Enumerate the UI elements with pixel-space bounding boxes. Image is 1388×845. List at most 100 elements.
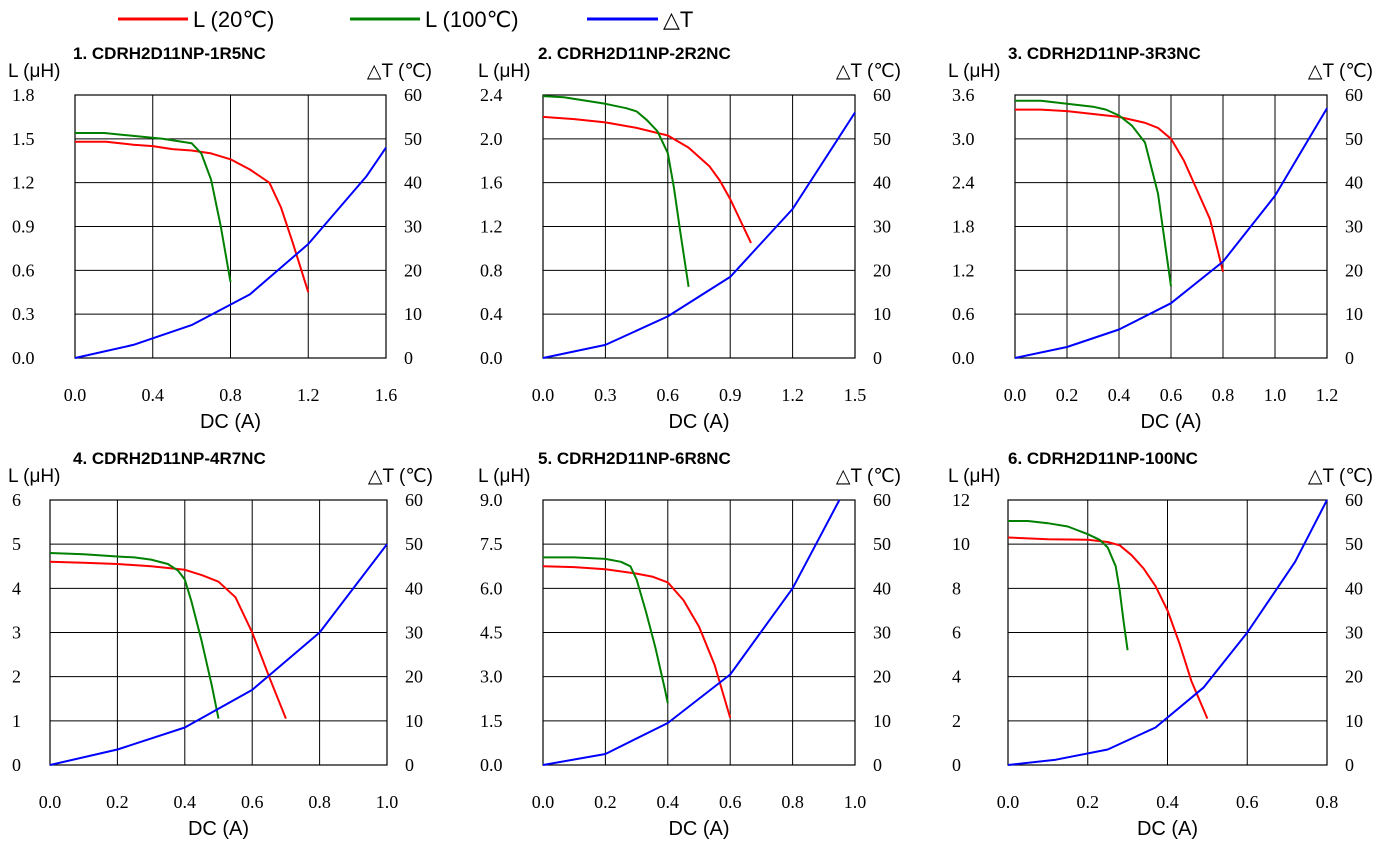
legend: L (20℃) L (100℃) △T [118, 7, 693, 32]
chart-grid: 0.0 0.4 0.8 1.2 1.60.00.30.60.91.21.51.80102… [8, 44, 1373, 840]
chart-4: 0.0 0.2 0.4 0.6 0.8 1.0012345601020304050604.… [8, 449, 433, 840]
chart-6: 0.0 0.2 0.4 0.6 0.8 0 2 4 6 8 10 12 0 10 20 30 40 50 60 6. … [948, 449, 1373, 840]
x-tick-label: 0.8 [219, 385, 242, 405]
y2-tick-label: 10 [873, 304, 891, 324]
y2-tick-label: 30 [873, 217, 891, 237]
y-tick-label: 0.6 [952, 304, 975, 324]
series-line-l-100c [1008, 520, 1129, 651]
chart-3: 0.0 0.2 0.4 0.6 0.8 1.0 1.2 0.0 0.6 1.2 1.8 2.4 3.0 3… [948, 44, 1373, 433]
y2-tick-label: 10 [1345, 304, 1363, 324]
series-line-l-20c [75, 140, 310, 293]
y2-tick-label: 50 [873, 129, 891, 149]
chart-title: 6. CDRH2D11NP-100NC [1008, 449, 1198, 468]
x-tick-label: 0.4 [1108, 385, 1131, 405]
y-axis-label: L (μH) [478, 466, 530, 487]
y2-tick-label: 30 [404, 217, 422, 237]
y-tick-label: 12 [952, 490, 970, 510]
series-line-l-20c [1015, 108, 1224, 273]
y-tick-label: 3.6 [952, 85, 975, 105]
chart-5: 0.0 0.2 0.4 0.6 0.8 1.0 0.0 1.5 3.0 4.5 6.0 7.5 9.0 0… [478, 449, 901, 840]
x-axis-label: DC (A) [668, 411, 729, 433]
y2-tick-label: 60 [1345, 490, 1363, 510]
y-tick-label: 1.5 [480, 711, 503, 731]
y2-tick-label: 60 [873, 85, 891, 105]
y-tick-label: 0.0 [480, 348, 503, 368]
plot-area [74, 94, 387, 359]
y-tick-label: 1.5 [12, 129, 35, 149]
y-tick-label: 0.0 [952, 348, 975, 368]
x-axis-label: DC (A) [188, 818, 249, 840]
x-tick-label: 0.8 [1212, 385, 1235, 405]
y2-tick-label: 60 [1345, 85, 1363, 105]
x-tick-label: 1.6 [375, 385, 398, 405]
series-line-l-20c [1007, 536, 1209, 719]
y2-tick-label: 20 [404, 260, 422, 280]
plot-area [49, 499, 388, 766]
x-tick-label: 0.6 [719, 792, 742, 812]
series-line-l-20c [49, 560, 287, 719]
plot-area [1014, 94, 1328, 359]
x-tick-label: 0.0 [1004, 385, 1027, 405]
x-tick-label: 0.0 [64, 385, 87, 405]
y2-tick-label: 50 [404, 129, 422, 149]
x-tick-label: 0.9 [719, 385, 742, 405]
series-line-l-20c [542, 115, 752, 244]
x-axis-label: DC (A) [1140, 411, 1201, 433]
y2-tick-label: 10 [404, 304, 422, 324]
chart-title: 5. CDRH2D11NP-6R8NC [538, 449, 731, 468]
x-tick-label: 0.2 [1077, 792, 1100, 812]
y-tick-label: 1.6 [480, 173, 503, 193]
y2-axis-label: △T (℃) [836, 61, 901, 82]
y2-axis-label: △T (℃) [836, 466, 901, 487]
y-axis-label: L (μH) [948, 61, 1000, 82]
x-tick-label: 0.4 [142, 385, 165, 405]
series-line-l-100c [543, 556, 669, 704]
x-tick-label: 0.4 [1156, 792, 1179, 812]
y2-tick-label: 0 [1345, 348, 1354, 368]
y2-tick-label: 30 [1345, 623, 1363, 643]
series-line-l-20c [542, 565, 732, 719]
legend-label-3: △T [663, 7, 693, 32]
x-tick-label: 1.0 [1264, 385, 1287, 405]
y-tick-label: 2.4 [480, 85, 503, 105]
y2-tick-label: 40 [873, 578, 891, 598]
series-line-delta-t [49, 543, 388, 766]
y2-axis-label: △T (℃) [368, 466, 433, 487]
y-tick-label: 4.5 [480, 623, 503, 643]
y-tick-label: 1.8 [952, 217, 975, 237]
y-axis-label: L (μH) [948, 466, 1000, 487]
y-tick-label: 3.0 [952, 129, 975, 149]
x-tick-label: 0.6 [1160, 385, 1183, 405]
y-tick-label: 0 [952, 755, 961, 775]
y2-tick-label: 50 [1345, 534, 1363, 554]
chart-1: 0.0 0.4 0.8 1.2 1.6 0.0 0.3 0.6 0.9 1.2 1.5 1.8 0 10 2… [8, 44, 432, 433]
y2-tick-label: 30 [873, 623, 891, 643]
chart-title: 3. CDRH2D11NP-3R3NC [1008, 44, 1201, 63]
y-tick-label: 0.8 [480, 260, 503, 280]
series-line-l-100c [49, 552, 220, 719]
y2-axis-label: △T (℃) [367, 61, 432, 82]
y-tick-label: 0.4 [480, 304, 503, 324]
x-tick-label: 0.2 [1056, 385, 1079, 405]
y-tick-label: 6 [952, 623, 961, 643]
x-tick-label: 1.0 [376, 792, 399, 812]
x-tick-label: 0.2 [106, 792, 129, 812]
y2-axis-label: △T (℃) [1308, 61, 1373, 82]
y-tick-label: 5 [12, 534, 21, 554]
series-line-delta-t [542, 111, 856, 359]
chart-title: 4. CDRH2D11NP-4R7NC [73, 449, 266, 468]
y2-tick-label: 40 [1345, 578, 1363, 598]
x-tick-label: 0.6 [657, 385, 680, 405]
y2-tick-label: 50 [873, 534, 891, 554]
y2-tick-label: 40 [405, 578, 423, 598]
y2-tick-label: 40 [404, 173, 422, 193]
y2-tick-label: 20 [873, 260, 891, 280]
y-tick-label: 7.5 [480, 534, 503, 554]
plot-area [542, 499, 856, 766]
y2-tick-label: 50 [1345, 129, 1363, 149]
x-axis-label: DC (A) [200, 411, 261, 433]
plot-area [1007, 499, 1328, 766]
y2-tick-label: 60 [405, 490, 423, 510]
y-tick-label: 0.6 [12, 260, 35, 280]
x-tick-label: 1.0 [844, 792, 867, 812]
